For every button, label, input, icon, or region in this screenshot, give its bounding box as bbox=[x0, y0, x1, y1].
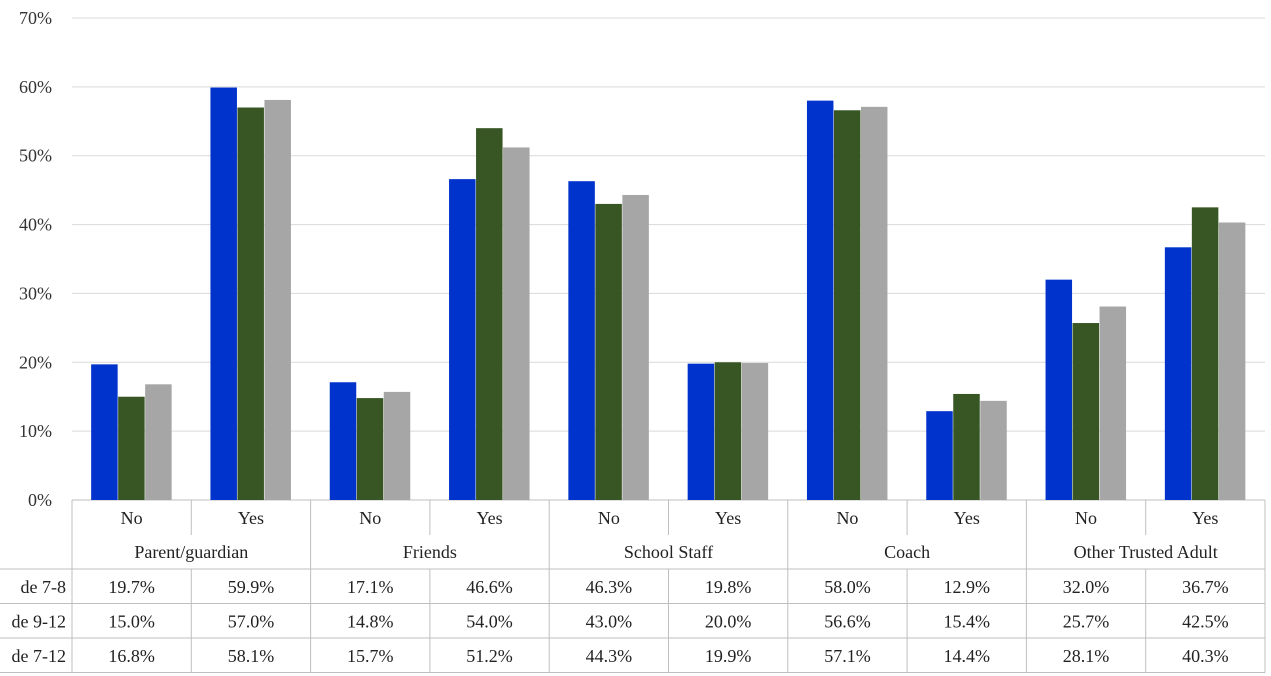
x-category-label: No bbox=[121, 508, 143, 528]
data-label: 15.7% bbox=[347, 646, 394, 666]
data-label: 28.1% bbox=[1063, 646, 1110, 666]
bar bbox=[503, 147, 530, 501]
y-axis-ticks: 0% 10% 20% 30% 40% 50% 60% 70% bbox=[19, 8, 52, 510]
series-row-label: de 7-12 bbox=[12, 646, 66, 666]
x-group-label: School Staff bbox=[624, 542, 713, 562]
data-label: 20.0% bbox=[705, 612, 752, 632]
bar bbox=[264, 99, 291, 500]
x-group-label: Parent/guardian bbox=[134, 542, 248, 562]
bar bbox=[568, 181, 595, 501]
data-label: 19.9% bbox=[705, 646, 752, 666]
bar bbox=[210, 87, 237, 500]
bar bbox=[237, 107, 264, 500]
data-label: 14.4% bbox=[944, 646, 991, 666]
bar bbox=[926, 411, 953, 500]
y-tick-label: 60% bbox=[19, 77, 52, 97]
data-label: 40.3% bbox=[1182, 646, 1229, 666]
bar bbox=[383, 391, 411, 500]
data-label: 19.7% bbox=[108, 577, 155, 597]
data-label: 43.0% bbox=[586, 612, 633, 632]
bar bbox=[356, 398, 384, 500]
x-category-label: Yes bbox=[1192, 508, 1218, 528]
y-tick-label: 30% bbox=[19, 283, 52, 303]
data-label: 46.3% bbox=[586, 577, 633, 597]
data-label: 51.2% bbox=[466, 646, 513, 666]
bar bbox=[1045, 279, 1073, 500]
data-label: 57.1% bbox=[824, 646, 871, 666]
data-label: 15.4% bbox=[944, 612, 991, 632]
bar bbox=[714, 362, 742, 500]
bar bbox=[1191, 207, 1219, 500]
bar bbox=[145, 384, 172, 500]
bar bbox=[1218, 222, 1246, 500]
data-label: 17.1% bbox=[347, 577, 394, 597]
data-label: 25.7% bbox=[1063, 612, 1110, 632]
bars bbox=[91, 87, 1246, 501]
bar bbox=[953, 393, 980, 500]
x-category-label: No bbox=[359, 508, 381, 528]
bar bbox=[449, 179, 476, 500]
bar bbox=[1072, 323, 1100, 500]
x-category-label: No bbox=[598, 508, 620, 528]
data-label: 32.0% bbox=[1063, 577, 1110, 597]
y-tick-label: 50% bbox=[19, 146, 52, 166]
bar bbox=[860, 106, 888, 500]
y-tick-label: 70% bbox=[19, 8, 52, 28]
bar bbox=[476, 128, 503, 500]
y-tick-label: 20% bbox=[19, 352, 52, 372]
bar bbox=[622, 194, 649, 500]
x-group-label: Friends bbox=[403, 542, 457, 562]
data-label: 58.0% bbox=[824, 577, 871, 597]
data-label: 59.9% bbox=[228, 577, 275, 597]
bar bbox=[741, 362, 769, 500]
bar bbox=[595, 203, 622, 500]
data-label: 46.6% bbox=[466, 577, 513, 597]
x-category-label: No bbox=[836, 508, 858, 528]
y-tick-label: 0% bbox=[28, 490, 52, 510]
bar bbox=[1164, 247, 1192, 500]
series-row-label: de 9-12 bbox=[12, 612, 66, 632]
bar bbox=[118, 396, 145, 500]
bar bbox=[687, 363, 715, 500]
data-label: 56.6% bbox=[824, 612, 871, 632]
data-label: 15.0% bbox=[108, 612, 155, 632]
data-label: 14.8% bbox=[347, 612, 394, 632]
data-label: 16.8% bbox=[108, 646, 155, 666]
bar bbox=[1099, 306, 1127, 500]
x-group-label: Other Trusted Adult bbox=[1074, 542, 1218, 562]
y-tick-label: 40% bbox=[19, 215, 52, 235]
data-table: No Yes No Yes No Yes No Yes No Yes Parent/guardian… bbox=[0, 500, 1266, 673]
bar bbox=[980, 400, 1007, 500]
bar bbox=[833, 110, 861, 501]
bar bbox=[329, 382, 357, 500]
x-group-label: Coach bbox=[884, 542, 930, 562]
bar bbox=[91, 364, 118, 500]
x-category-label: Yes bbox=[238, 508, 264, 528]
y-tick-label: 10% bbox=[19, 421, 52, 441]
bar bbox=[806, 100, 834, 500]
data-label: 36.7% bbox=[1182, 577, 1229, 597]
data-label: 44.3% bbox=[586, 646, 633, 666]
data-label: 12.9% bbox=[944, 577, 991, 597]
data-label: 57.0% bbox=[228, 612, 275, 632]
x-category-label: Yes bbox=[476, 508, 502, 528]
data-label: 54.0% bbox=[466, 612, 513, 632]
data-label: 19.8% bbox=[705, 577, 752, 597]
data-label: 58.1% bbox=[228, 646, 275, 666]
x-category-label: Yes bbox=[715, 508, 741, 528]
data-label: 42.5% bbox=[1182, 612, 1229, 632]
series-row-label: de 7-8 bbox=[21, 577, 66, 597]
x-category-label: No bbox=[1075, 508, 1097, 528]
x-category-label: Yes bbox=[954, 508, 980, 528]
